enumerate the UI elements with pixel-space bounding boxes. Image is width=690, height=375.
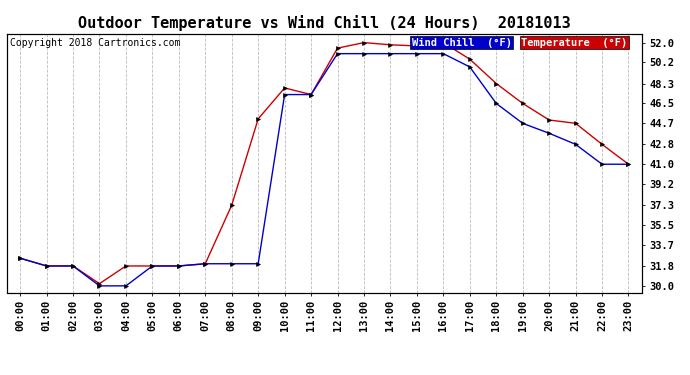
Text: Copyright 2018 Cartronics.com: Copyright 2018 Cartronics.com bbox=[10, 38, 181, 48]
Text: Wind Chill  (°F): Wind Chill (°F) bbox=[412, 38, 512, 48]
Text: Temperature  (°F): Temperature (°F) bbox=[521, 38, 627, 48]
Title: Outdoor Temperature vs Wind Chill (24 Hours)  20181013: Outdoor Temperature vs Wind Chill (24 Ho… bbox=[78, 15, 571, 31]
